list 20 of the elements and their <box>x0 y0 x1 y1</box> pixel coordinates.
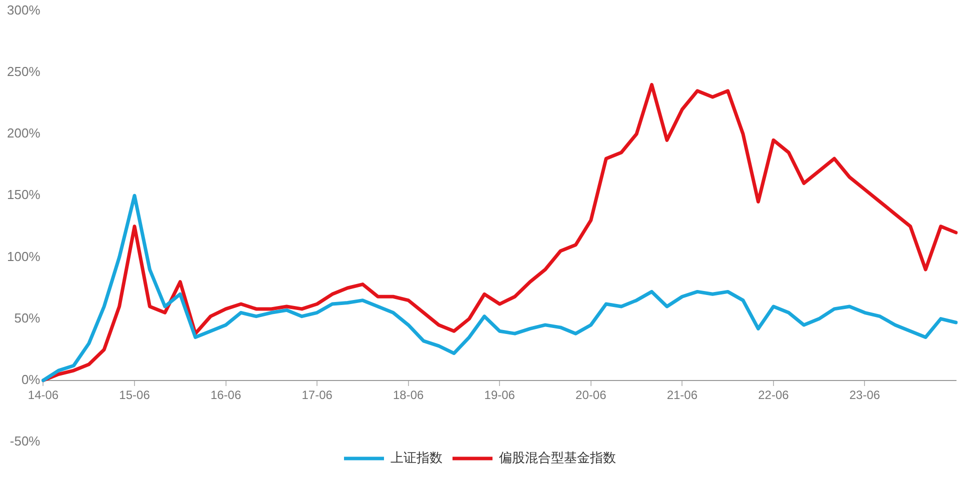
legend-label: 偏股混合型基金指数 <box>499 450 616 466</box>
y-tick-label: 200% <box>7 126 41 141</box>
x-tick-label: 16-06 <box>210 388 242 402</box>
y-tick-label: 0% <box>21 372 41 387</box>
y-tick-label: 150% <box>7 187 41 202</box>
y-tick-label: 250% <box>7 64 41 79</box>
x-tick-label: 23-06 <box>849 388 880 402</box>
x-tick-label: 18-06 <box>393 388 424 402</box>
x-tick-label: 19-06 <box>484 388 516 402</box>
y-tick-label: -50% <box>10 434 41 449</box>
x-tick-label: 17-06 <box>302 388 333 402</box>
x-tick-label: 20-06 <box>576 388 607 402</box>
y-tick-label: 50% <box>14 310 41 326</box>
y-tick-label: 100% <box>7 248 41 264</box>
legend-label: 上证指数 <box>390 450 442 466</box>
y-tick-label: 300% <box>7 2 41 18</box>
x-tick-label: 15-06 <box>119 388 150 402</box>
x-tick-label: 21-06 <box>666 388 698 402</box>
x-tick-label: 14-06 <box>28 388 59 402</box>
x-tick-label: 22-06 <box>758 388 790 402</box>
